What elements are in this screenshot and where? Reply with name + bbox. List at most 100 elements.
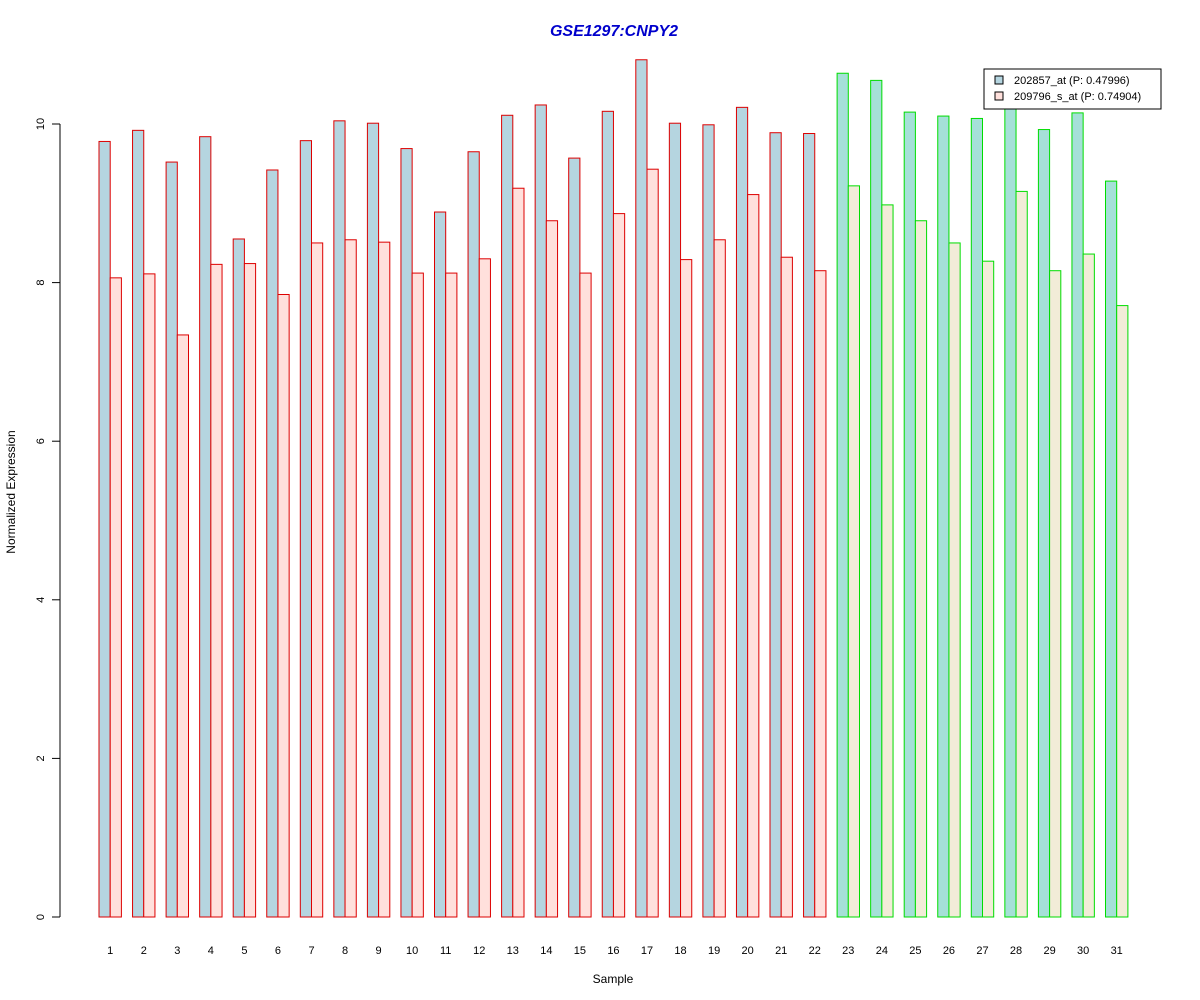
x-tick-label: 9 xyxy=(376,945,382,957)
legend: 202857_at (P: 0.47996) 209796_s_at (P: 0… xyxy=(983,68,1162,110)
x-tick-label: 27 xyxy=(976,945,988,957)
legend-swatch-209796-s-at xyxy=(994,91,1004,101)
x-tick-label: 28 xyxy=(1010,945,1022,957)
x-tick-label: 18 xyxy=(674,945,686,957)
y-tick-label: 2 xyxy=(35,755,47,761)
bar-209796-s-at-sample-15 xyxy=(579,272,592,918)
bar-209796-s-at-sample-23 xyxy=(847,185,860,918)
bar-209796-s-at-sample-13 xyxy=(512,187,525,918)
bar-202857-at-sample-30 xyxy=(1071,112,1084,918)
bar-202857-at-sample-20 xyxy=(735,106,749,918)
x-tick-label: 26 xyxy=(943,945,955,957)
y-tick-label: 8 xyxy=(35,280,47,286)
x-tick-label: 2 xyxy=(141,945,147,957)
x-tick-label: 29 xyxy=(1043,945,1055,957)
x-tick-label: 14 xyxy=(540,945,552,957)
bar-202857-at-sample-12 xyxy=(467,151,480,918)
bar-202857-at-sample-21 xyxy=(769,132,782,918)
bar-202857-at-sample-13 xyxy=(501,114,514,918)
bar-209796-s-at-sample-27 xyxy=(982,260,995,918)
bar-209796-s-at-sample-14 xyxy=(545,220,559,918)
x-tick-label: 24 xyxy=(876,945,888,957)
bar-209796-s-at-sample-17 xyxy=(646,168,659,918)
y-tick-label: 6 xyxy=(35,438,47,444)
bar-202857-at-sample-5 xyxy=(232,238,245,918)
bar-209796-s-at-sample-1 xyxy=(109,277,122,918)
bar-209796-s-at-sample-21 xyxy=(780,256,793,918)
bar-209796-s-at-sample-28 xyxy=(1015,190,1028,918)
bar-202857-at-sample-2 xyxy=(132,129,145,918)
x-tick-label: 25 xyxy=(909,945,921,957)
x-tick-label: 12 xyxy=(473,945,485,957)
bar-209796-s-at-sample-29 xyxy=(1049,270,1062,918)
x-tick-label: 22 xyxy=(809,945,821,957)
bar-209796-s-at-sample-12 xyxy=(478,258,491,918)
bar-209796-s-at-sample-25 xyxy=(914,220,928,918)
x-axis-ticks: 1 2 3 4 5 6 7 8 9 10 11 12 13 14 15 16 17 18 19 20 21 22 23 24 2… xyxy=(107,945,1123,957)
x-tick-label: 20 xyxy=(742,945,754,957)
y-tick-label: 4 xyxy=(35,597,47,603)
x-tick-label: 6 xyxy=(275,945,281,957)
bar-202857-at-sample-6 xyxy=(266,169,279,918)
legend-label-209796-s-at: 209796_s_at (P: 0.74904) xyxy=(1014,91,1141,103)
bar-209796-s-at-sample-11 xyxy=(445,272,458,918)
bar-209796-s-at-sample-3 xyxy=(176,334,190,918)
bar-209796-s-at-sample-4 xyxy=(210,263,223,918)
bar-209796-s-at-sample-16 xyxy=(612,213,626,918)
bar-202857-at-sample-10 xyxy=(400,148,413,918)
bar-209796-s-at-sample-7 xyxy=(311,242,324,918)
x-tick-label: 8 xyxy=(342,945,348,957)
bar-202857-at-sample-27 xyxy=(970,117,983,918)
bar-202857-at-sample-8 xyxy=(333,120,346,918)
x-axis-label: Sample xyxy=(593,972,634,986)
y-axis-label: Normalized Expression xyxy=(4,430,18,553)
bar-202857-at-sample-1 xyxy=(98,140,111,918)
bar-209796-s-at-sample-22 xyxy=(814,270,827,918)
bar-209796-s-at-sample-30 xyxy=(1082,253,1095,918)
bar-202857-at-sample-4 xyxy=(199,136,212,918)
bar-209796-s-at-sample-26 xyxy=(948,242,961,918)
bar-202857-at-sample-3 xyxy=(165,161,178,918)
x-tick-label: 1 xyxy=(107,945,113,957)
bar-202857-at-sample-11 xyxy=(434,211,447,918)
bar-202857-at-sample-26 xyxy=(937,115,950,918)
bar-202857-at-sample-28 xyxy=(1004,102,1017,918)
bar-202857-at-sample-18 xyxy=(668,122,682,918)
x-tick-label: 3 xyxy=(174,945,180,957)
bar-202857-at-sample-29 xyxy=(1037,129,1051,918)
x-tick-label: 17 xyxy=(641,945,653,957)
bar-209796-s-at-sample-2 xyxy=(143,273,156,918)
legend-swatch-202857-at xyxy=(994,75,1004,85)
bar-209796-s-at-sample-9 xyxy=(378,241,391,918)
y-tick-label: 10 xyxy=(35,118,47,130)
x-tick-label: 21 xyxy=(775,945,787,957)
bar-202857-at-sample-16 xyxy=(601,110,614,918)
x-tick-label: 19 xyxy=(708,945,720,957)
chart-title: GSE1297:CNPY2 xyxy=(550,23,678,40)
bar-202857-at-sample-17 xyxy=(635,59,648,918)
x-tick-label: 30 xyxy=(1077,945,1089,957)
bar-209796-s-at-sample-10 xyxy=(411,272,424,918)
x-tick-label: 11 xyxy=(440,945,451,957)
y-axis: 0 2 4 6 8 10 xyxy=(35,118,61,920)
bar-202857-at-sample-19 xyxy=(702,124,715,918)
legend-box xyxy=(983,68,1162,110)
bar-209796-s-at-sample-20 xyxy=(747,194,760,918)
x-tick-label: 10 xyxy=(406,945,418,957)
x-tick-label: 23 xyxy=(842,945,854,957)
bar-209796-s-at-sample-31 xyxy=(1116,305,1129,918)
bar-209796-s-at-sample-6 xyxy=(277,293,290,918)
legend-label-202857-at: 202857_at (P: 0.47996) xyxy=(1014,75,1130,87)
x-tick-label: 15 xyxy=(574,945,586,957)
bar-209796-s-at-sample-24 xyxy=(881,204,894,918)
bar-202857-at-sample-23 xyxy=(836,72,849,918)
bar-202857-at-sample-22 xyxy=(803,133,816,918)
bar-209796-s-at-sample-8 xyxy=(344,239,357,918)
x-tick-label: 31 xyxy=(1111,945,1123,957)
bar-209796-s-at-sample-5 xyxy=(243,263,257,918)
x-tick-label: 4 xyxy=(208,945,214,957)
y-tick-label: 0 xyxy=(35,914,47,920)
x-tick-label: 5 xyxy=(241,945,247,957)
bar-202857-at-sample-14 xyxy=(534,104,547,918)
